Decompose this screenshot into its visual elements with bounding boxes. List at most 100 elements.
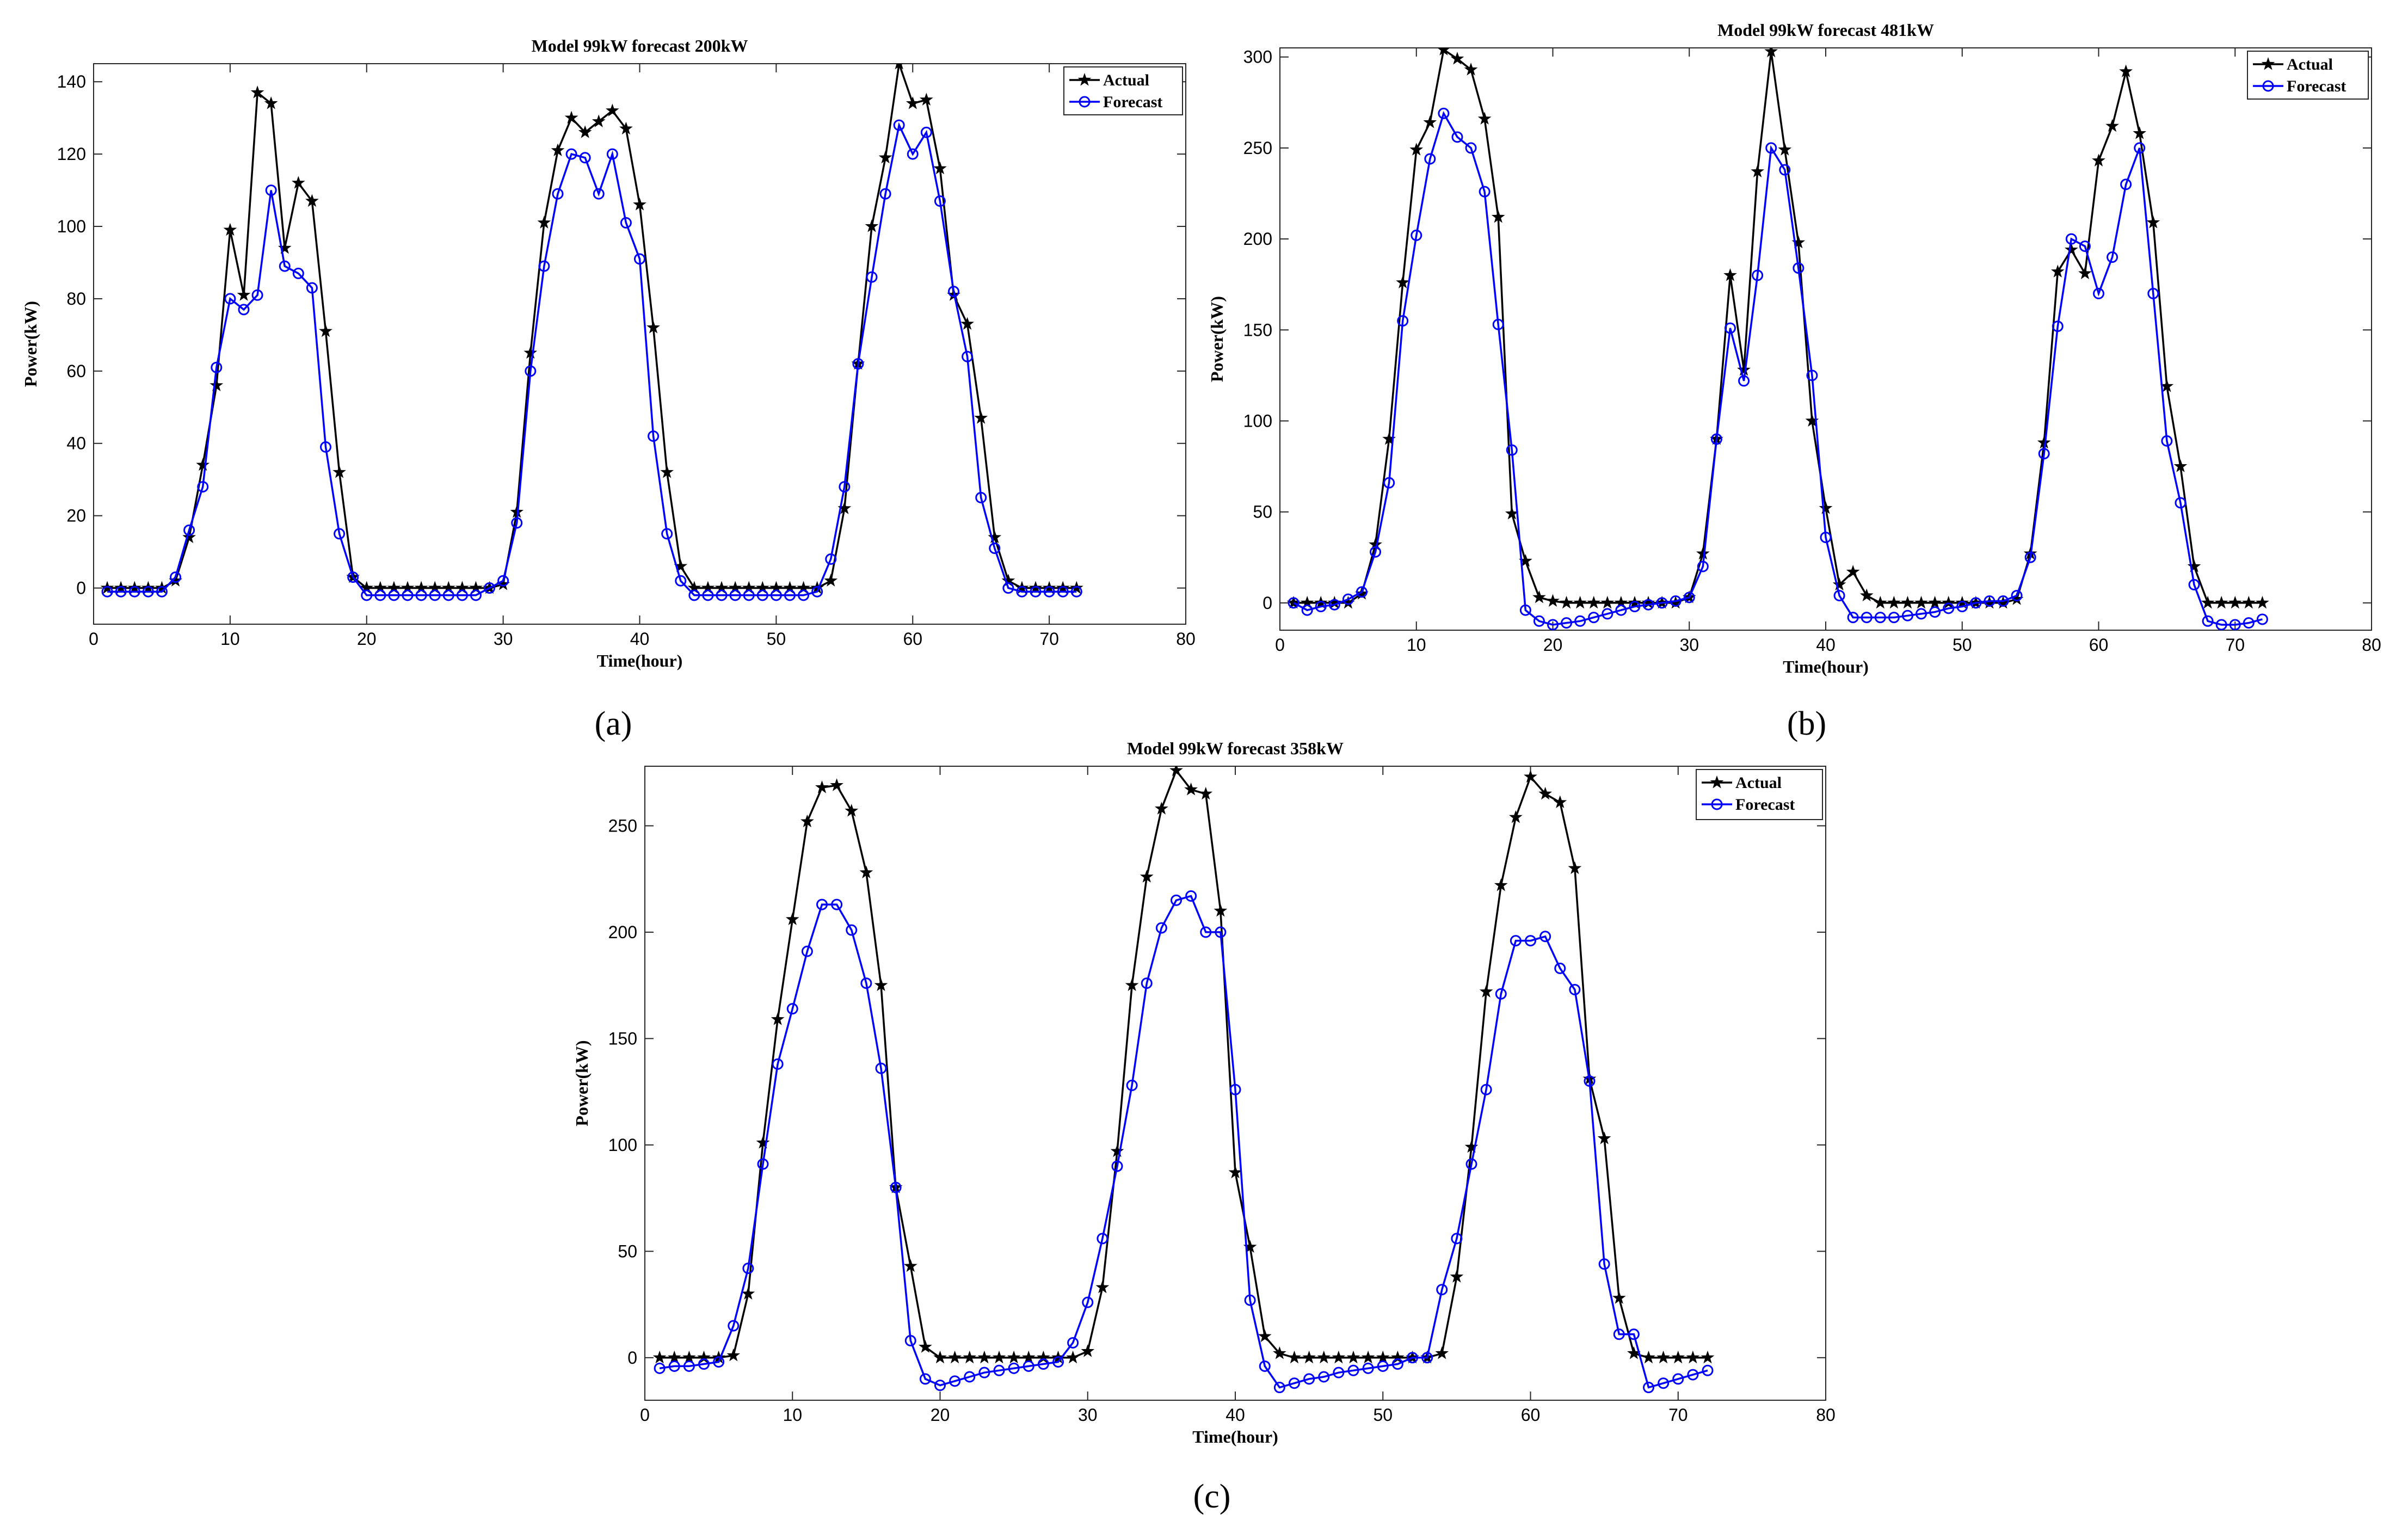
data-point-forecast bbox=[1588, 612, 1600, 624]
data-point-forecast bbox=[1628, 1328, 1640, 1340]
x-tick-label: 80 bbox=[1176, 629, 1196, 649]
data-point-forecast bbox=[2202, 615, 2214, 627]
y-tick-label: 250 bbox=[1243, 138, 1272, 158]
data-point-forecast bbox=[306, 282, 318, 294]
data-point-forecast bbox=[934, 195, 946, 207]
data-point-forecast bbox=[347, 571, 359, 583]
x-tick-label: 20 bbox=[357, 629, 377, 649]
data-point-forecast bbox=[1793, 262, 1805, 274]
data-point-forecast bbox=[1519, 604, 1531, 616]
data-point-forecast bbox=[1658, 1377, 1670, 1389]
x-axis-label: Time(hour) bbox=[1192, 1427, 1278, 1446]
data-point-forecast bbox=[1598, 1258, 1610, 1270]
data-point-forecast bbox=[1943, 602, 1955, 614]
y-tick-label: 50 bbox=[618, 1241, 637, 1261]
data-point-forecast bbox=[893, 119, 905, 131]
data-point-forecast bbox=[374, 589, 386, 601]
data-point-forecast bbox=[786, 1003, 798, 1015]
data-point-forecast bbox=[1683, 592, 1695, 604]
legend-label-forecast: Forecast bbox=[1735, 796, 1795, 814]
data-point-forecast bbox=[1244, 1294, 1256, 1306]
y-tick-label: 120 bbox=[57, 144, 86, 164]
data-point-forecast bbox=[1602, 608, 1613, 620]
data-point-forecast bbox=[1724, 322, 1736, 334]
data-point-forecast bbox=[1672, 1373, 1684, 1385]
data-point-forecast bbox=[1070, 586, 1082, 598]
data-point-forecast bbox=[964, 1371, 976, 1383]
data-point-forecast bbox=[1111, 1160, 1123, 1172]
data-point-forecast bbox=[1023, 1360, 1034, 1372]
data-point-forecast bbox=[470, 589, 482, 601]
data-point-forecast bbox=[772, 1058, 784, 1070]
data-point-forecast bbox=[2079, 240, 2091, 252]
x-tick-label: 10 bbox=[1407, 635, 1426, 655]
data-point-forecast bbox=[890, 1181, 902, 1193]
y-tick-label: 20 bbox=[66, 506, 86, 526]
data-point-forecast bbox=[1259, 1360, 1271, 1372]
data-point-forecast bbox=[1970, 597, 1982, 609]
data-point-forecast bbox=[688, 589, 700, 601]
plot-area bbox=[93, 63, 1186, 625]
data-point-forecast bbox=[565, 148, 577, 160]
data-point-forecast bbox=[1082, 1296, 1094, 1308]
data-point-forecast bbox=[948, 286, 960, 298]
data-point-forecast bbox=[949, 1375, 961, 1387]
x-tick-label: 40 bbox=[1225, 1405, 1245, 1425]
x-tick-label: 0 bbox=[1275, 635, 1285, 655]
x-tick-label: 0 bbox=[89, 629, 98, 649]
data-point-forecast bbox=[756, 589, 768, 601]
data-point-forecast bbox=[1752, 269, 1764, 281]
y-tick-label: 0 bbox=[76, 578, 86, 598]
x-tick-label: 70 bbox=[2225, 635, 2245, 655]
chart-title: Model 99kW forecast 481kW bbox=[1717, 20, 1934, 40]
data-point-forecast bbox=[1569, 983, 1581, 995]
panel-label: (c) bbox=[1193, 1478, 1231, 1515]
series-line-forecast bbox=[659, 895, 1708, 1389]
x-tick-label: 80 bbox=[2362, 635, 2381, 655]
data-point-forecast bbox=[1929, 606, 1941, 618]
data-point-forecast bbox=[698, 1358, 710, 1370]
legend: Actual Forecast bbox=[1696, 769, 1823, 820]
data-point-forecast bbox=[1643, 1382, 1654, 1394]
data-point-forecast bbox=[1584, 1075, 1596, 1087]
legend: Actual Forecast bbox=[1063, 66, 1183, 115]
data-point-forecast bbox=[2107, 251, 2118, 263]
data-point-forecast bbox=[1615, 604, 1627, 616]
data-point-forecast bbox=[1642, 599, 1654, 611]
y-tick-label: 150 bbox=[1243, 320, 1272, 340]
data-point-forecast bbox=[2052, 321, 2064, 333]
data-point-forecast bbox=[907, 148, 919, 160]
data-point-forecast bbox=[1229, 1084, 1241, 1095]
data-point-forecast bbox=[402, 589, 414, 601]
data-point-forecast bbox=[251, 289, 263, 301]
x-axis-label: Time(hour) bbox=[597, 651, 683, 670]
series-forecast bbox=[654, 890, 1714, 1394]
data-point-forecast bbox=[993, 1364, 1005, 1376]
data-point-forecast bbox=[1436, 1284, 1448, 1296]
data-point-forecast bbox=[784, 589, 796, 601]
data-point-forecast bbox=[2256, 613, 2268, 625]
data-point-forecast bbox=[1407, 1352, 1418, 1364]
data-point-forecast bbox=[978, 1366, 990, 1378]
data-point-forecast bbox=[1539, 931, 1551, 943]
data-point-forecast bbox=[224, 293, 236, 305]
y-axis-label: Power(kW) bbox=[1207, 296, 1227, 382]
data-point-forecast bbox=[538, 260, 550, 272]
data-point-forecast bbox=[852, 358, 864, 370]
data-point-forecast bbox=[197, 481, 209, 493]
x-tick-label: 50 bbox=[767, 629, 786, 649]
legend-marker-forecast bbox=[1079, 96, 1091, 108]
data-point-forecast bbox=[798, 589, 810, 601]
data-point-forecast bbox=[1333, 1366, 1345, 1378]
data-point-forecast bbox=[1097, 1233, 1108, 1245]
data-point-forecast bbox=[1016, 586, 1028, 598]
data-point-forecast bbox=[1052, 1356, 1064, 1368]
y-tick-label: 200 bbox=[608, 922, 637, 942]
legend-label-forecast: Forecast bbox=[1103, 93, 1162, 111]
legend-label-actual: Actual bbox=[1735, 774, 1782, 792]
data-point-forecast bbox=[654, 1362, 666, 1374]
data-point-forecast bbox=[1656, 597, 1668, 609]
data-point-forecast bbox=[729, 589, 741, 601]
data-point-forecast bbox=[1141, 977, 1153, 989]
